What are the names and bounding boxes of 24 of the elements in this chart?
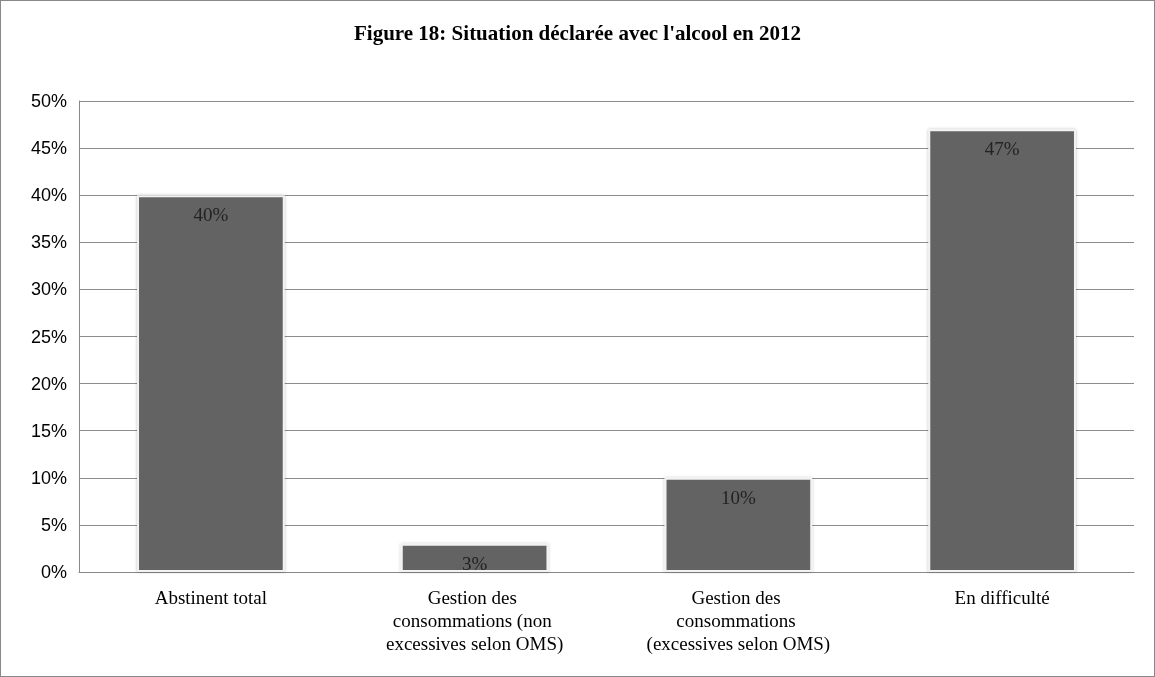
bar bbox=[928, 129, 1076, 572]
y-tick-label: 25% bbox=[30, 326, 67, 347]
y-tick-label: 50% bbox=[30, 91, 67, 111]
y-tick-label: 20% bbox=[30, 373, 67, 394]
x-tick-label: Gestion des consommations (excessives selon OMS) bbox=[646, 587, 831, 655]
y-tick-label: 30% bbox=[30, 279, 67, 300]
data-label: 3% bbox=[461, 552, 488, 574]
y-tick-label: 45% bbox=[30, 138, 67, 159]
data-label: 47% bbox=[984, 138, 1020, 160]
y-tick-label: 0% bbox=[40, 562, 67, 582]
y-tick-label: 35% bbox=[30, 232, 67, 253]
x-tick-label: En difficulté bbox=[954, 587, 1050, 608]
y-tick-label: 5% bbox=[40, 514, 67, 535]
y-tick-label: 15% bbox=[30, 420, 67, 441]
data-label: 40% bbox=[193, 204, 229, 226]
data-label: 10% bbox=[720, 486, 756, 508]
x-tick-label: Gestion des consommations (non excessives selon OMS) bbox=[385, 587, 564, 655]
x-tick-label: Abstinent total bbox=[154, 587, 268, 608]
bar bbox=[400, 543, 549, 572]
y-tick-label: 40% bbox=[30, 185, 67, 206]
bar bbox=[137, 195, 285, 572]
chart-title: Figure 18: Situation déclarée avec l'alcool en 2012 bbox=[354, 20, 801, 45]
bar bbox=[664, 477, 813, 572]
y-tick-label: 10% bbox=[30, 467, 67, 488]
